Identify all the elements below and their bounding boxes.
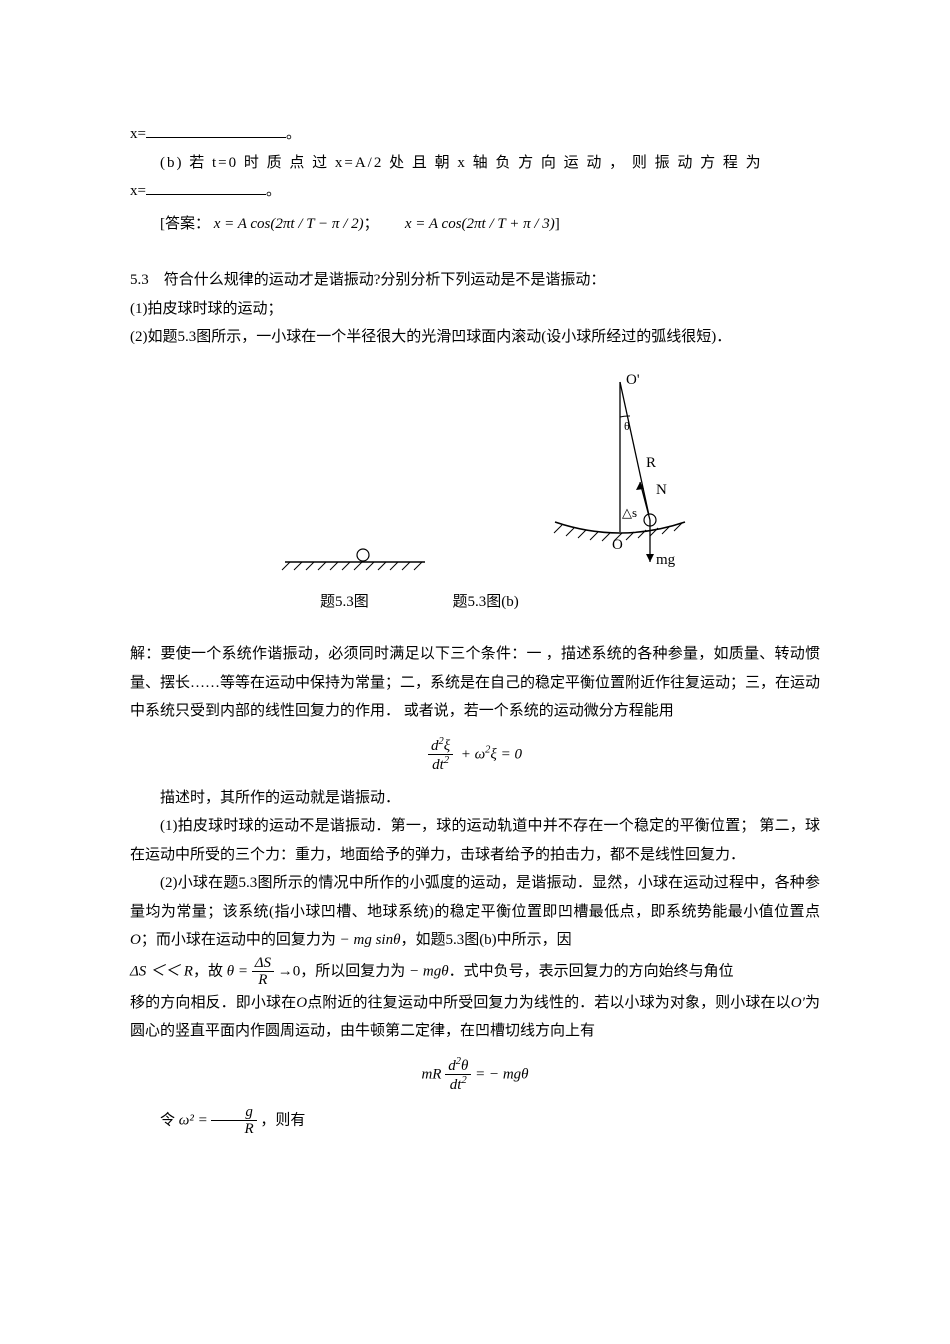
label-O: O <box>612 537 623 553</box>
sol-p5b: →0，所以回复力为 <box>278 963 406 979</box>
label-R: R <box>646 455 656 471</box>
blank-1 <box>146 122 286 138</box>
q53-item1: (1)拍皮球时球的运动； <box>130 295 820 324</box>
sym-omega-eq: ω² = <box>179 1112 208 1128</box>
sol-p4b: ；而小球在运动中的回复力为 <box>141 932 336 948</box>
answer-eq2: x = A cos(2πt / T + π / 3) <box>405 216 555 232</box>
sol-p5: ΔS ＜＜ R，故 θ = ΔSR →0，所以回复力为 − mgθ．式中负号，表… <box>130 955 820 989</box>
figure-row: O' R N △s O mg θ <box>130 372 820 582</box>
sol-p7b: ，则有 <box>260 1112 305 1128</box>
blank1-prefix: x= <box>130 126 146 142</box>
q53-head: 5.3 符合什么规律的运动才是谐振动?分别分析下列运动是不是谐振动： <box>130 266 820 295</box>
sym-O: O <box>130 932 141 948</box>
sol-p5c: ．式中负号，表示回复力的方向始终与角位 <box>449 963 734 979</box>
answer-eq1: x = A cos(2πt / T − π / 2) <box>214 216 364 232</box>
blank1-suffix: 。 <box>286 126 301 142</box>
sol-p3: (1)拍皮球时球的运动不是谐振动．第一，球的运动轨道中并不存在一个稳定的平衡位置… <box>130 812 820 869</box>
label-theta: θ <box>624 419 630 433</box>
sol-p4c: ，如题5.3图(b)中所示，因 <box>400 932 571 948</box>
blank2-suffix: 。 <box>266 183 281 199</box>
sol-p1: 解：要使一个系统作谐振动，必须同时满足以下三个条件：一 ，描述系统的各种参量，如… <box>130 640 820 726</box>
frac-den-R: R <box>252 972 274 989</box>
q52-part-b: (b) 若 t=0 时 质 点 过 x=A/2 处 且 朝 x 轴 负 方 向 … <box>130 149 820 178</box>
caption-row: 题5.3图 题5.3图(b) <box>130 588 820 617</box>
answer-label: [答案： <box>160 216 210 232</box>
frac-num-g: g <box>211 1104 256 1122</box>
frac-num-dS: ΔS <box>252 955 274 973</box>
sym-mgtheta: − mgθ <box>409 963 449 979</box>
figure-a <box>280 527 430 577</box>
sym-mgsin: − mg sinθ <box>340 932 401 948</box>
sol-p4: (2)小球在题5.3图所示的情况中所作的小弧度的运动，是谐振动．显然，小球在运动… <box>130 869 820 955</box>
label-mg: mg <box>656 552 676 568</box>
frac-den-R2: R <box>211 1121 256 1138</box>
caption-a: 题5.3图 <box>320 588 369 617</box>
label-N: N <box>656 482 667 498</box>
blank2-prefix: x= <box>130 183 146 199</box>
q52-blank-line-2: x= 。 <box>130 177 820 206</box>
sol-p6a: 移的方向相反．即小球在 <box>130 995 296 1011</box>
sym-O2: O <box>296 995 307 1011</box>
sym-Oprime: O′ <box>791 995 805 1011</box>
sol-p6: 移的方向相反．即小球在O点附近的往复运动中所受回复力为线性的．若以小球为对象，则… <box>130 989 820 1046</box>
caption-b: 题5.3图(b) <box>453 588 519 617</box>
sol-p7: 令 ω² = gR ，则有 <box>130 1104 820 1138</box>
sol-p6b: 点附近的往复运动中所受回复力为线性的．若以小球为对象，则小球在以 <box>307 995 791 1011</box>
sol-p4a: (2)小球在题5.3图所示的情况中所作的小弧度的运动，是谐振动．显然，小球在运动… <box>130 875 820 920</box>
figure-b: O' R N △s O mg θ <box>510 372 730 582</box>
sol-p5a: ，故 <box>193 963 223 979</box>
sol-p7a: 令 <box>160 1112 175 1128</box>
answer-block: [答案： x = A cos(2πt / T − π / 2)； x = A c… <box>160 210 820 239</box>
sol-p2: 描述时，其所作的运动就是谐振动． <box>130 784 820 813</box>
equation-newton: mR d2θdt2 = − mgθ <box>130 1056 820 1094</box>
sym-theta-eq: θ = <box>227 963 248 979</box>
label-Oprime: O' <box>626 372 640 388</box>
blank-2 <box>146 179 266 195</box>
label-ds: △s <box>622 505 637 520</box>
answer-sep: ； <box>364 216 402 232</box>
q52-blank-line-1: x= 。 <box>130 120 820 149</box>
answer-close: ] <box>555 216 560 232</box>
equation-shm: d2ξdt2 + ω2ξ = 0 <box>130 736 820 774</box>
q53-item2: (2)如题5.3图所示，一小球在一个半径很大的光滑凹球面内滚动(设小球所经过的弧… <box>130 323 820 352</box>
sym-dSllR: ΔS ＜＜ R <box>130 963 193 979</box>
